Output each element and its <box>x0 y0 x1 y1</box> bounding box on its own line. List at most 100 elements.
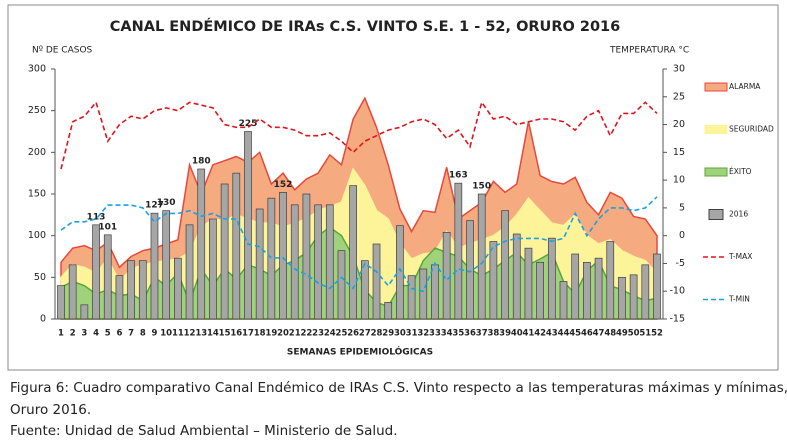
x-tick-label: 52 <box>651 329 663 339</box>
x-tick-label: 45 <box>569 329 581 339</box>
bar <box>594 257 603 320</box>
x-tick-label: 33 <box>429 329 441 339</box>
data-label: 101 <box>98 222 117 232</box>
bar <box>302 193 311 320</box>
x-tick-label: 35 <box>452 329 464 339</box>
y2-tick-label: 10 <box>673 175 685 186</box>
line <box>60 196 658 293</box>
bar <box>80 304 89 320</box>
legend-label: ÉXITO <box>729 167 752 176</box>
bar <box>653 253 661 320</box>
y2-tick-label: 5 <box>679 202 685 213</box>
bar <box>232 172 241 320</box>
x-tick-label: 38 <box>487 329 499 339</box>
data-label: 127 <box>145 201 164 211</box>
bar <box>57 285 65 320</box>
x-tick-label: 15 <box>219 329 231 339</box>
y2-tick-label: 20 <box>673 119 685 130</box>
x-tick-label: 26 <box>347 329 359 339</box>
x-tick-label: 34 <box>441 329 453 339</box>
bar <box>512 233 521 320</box>
y2-tick-label: -15 <box>669 314 685 325</box>
bar <box>547 237 556 320</box>
bar <box>349 185 358 320</box>
bar <box>489 241 498 320</box>
x-tick-label: 27 <box>359 329 371 339</box>
legend-label: T-MAX <box>728 252 752 261</box>
x-tick-label: 31 <box>406 329 418 339</box>
x-tick-label: 51 <box>639 329 651 339</box>
y-tick-label: 150 <box>28 189 46 200</box>
caption-line: Figura 6: Cuadro comparativo Canal Endém… <box>10 380 787 396</box>
x-tick-label: 1 <box>58 329 64 339</box>
chart-title: CANAL ENDÉMICO DE IRAs C.S. VINTO S.E. 1… <box>110 18 620 35</box>
x-tick-label: 14 <box>207 329 219 339</box>
y-tick-label: 0 <box>40 314 46 325</box>
bar <box>583 261 591 320</box>
bar <box>431 264 439 320</box>
bar <box>360 260 369 320</box>
bar <box>209 218 217 320</box>
y-tick-label: 100 <box>28 230 46 241</box>
legend-label: ALARMA <box>729 82 761 91</box>
bar <box>372 243 381 320</box>
x-tick-label: 16 <box>230 329 242 339</box>
x-tick-label: 23 <box>312 329 324 339</box>
x-tick-label: 28 <box>371 329 383 339</box>
bar <box>267 197 276 320</box>
line <box>60 100 658 170</box>
x-tick-label: 29 <box>382 329 394 339</box>
y2-axis-title: TEMPERATURA °C <box>609 46 689 56</box>
x-tick-label: 12 <box>184 329 196 339</box>
x-tick-label: 43 <box>546 329 558 339</box>
bar <box>606 241 615 320</box>
data-label: 152 <box>274 180 293 190</box>
x-tick-label: 22 <box>300 329 312 339</box>
x-tick-label: 21 <box>289 329 301 339</box>
x-tick-label: 20 <box>277 329 289 339</box>
chart: CANAL ENDÉMICO DE IRAs C.S. VINTO S.E. 1… <box>7 4 779 371</box>
y2-tick-label: -10 <box>669 286 685 297</box>
x-tick-label: 40 <box>511 329 523 339</box>
bar <box>115 275 124 320</box>
bar <box>127 260 135 320</box>
bar <box>103 234 112 320</box>
legend-swatch <box>704 125 728 134</box>
x-tick-label: 42 <box>534 329 546 339</box>
bar <box>384 301 393 320</box>
x-tick-label: 19 <box>265 329 277 339</box>
legend-label: SEGURIDAD <box>729 125 774 134</box>
x-tick-label: 32 <box>417 329 429 339</box>
bar <box>629 274 638 320</box>
x-tick-label: 18 <box>254 329 266 339</box>
data-label: 150 <box>472 182 491 192</box>
x-tick-label: 36 <box>464 329 476 339</box>
bar <box>138 260 147 320</box>
data-label: 113 <box>87 212 106 222</box>
bar <box>454 182 463 320</box>
x-tick-label: 5 <box>105 329 111 339</box>
x-tick-label: 50 <box>628 329 640 339</box>
bar <box>501 210 509 320</box>
legend-label: 2016 <box>729 210 748 219</box>
legend-label: T-MIN <box>728 295 750 304</box>
x-tick-label: 8 <box>140 329 146 339</box>
legend-swatch <box>704 82 728 92</box>
x-tick-label: 44 <box>558 329 570 339</box>
y2-tick-label: -5 <box>676 258 685 269</box>
data-label: 163 <box>449 171 468 181</box>
data-label: 130 <box>157 198 176 208</box>
x-tick-label: 24 <box>324 329 336 339</box>
bar <box>559 281 568 320</box>
y-tick-label: 200 <box>28 147 46 158</box>
legend-swatch <box>708 209 724 220</box>
y2-tick-label: 25 <box>673 91 685 102</box>
x-tick-label: 7 <box>128 329 134 339</box>
x-tick-label: 10 <box>160 329 172 339</box>
bar <box>162 210 171 320</box>
bar <box>396 225 404 320</box>
y2-tick-label: 30 <box>673 64 685 75</box>
bar <box>279 191 287 320</box>
bar <box>337 250 346 320</box>
